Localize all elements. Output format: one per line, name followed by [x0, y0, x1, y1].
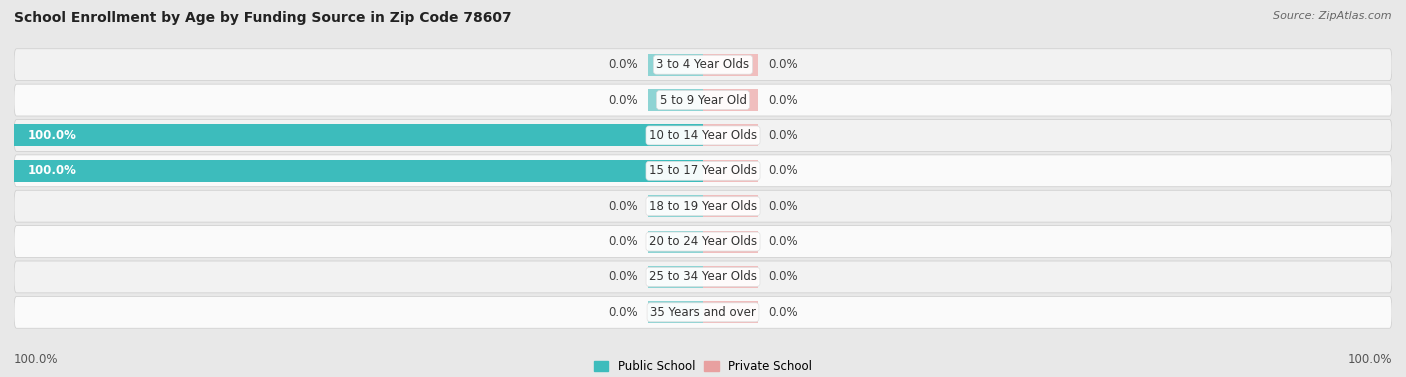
- Text: 20 to 24 Year Olds: 20 to 24 Year Olds: [650, 235, 756, 248]
- Bar: [703, 89, 758, 111]
- FancyBboxPatch shape: [14, 49, 1392, 81]
- Bar: [648, 195, 703, 217]
- Text: 0.0%: 0.0%: [769, 235, 799, 248]
- Bar: [14, 124, 703, 146]
- Text: 0.0%: 0.0%: [769, 129, 799, 142]
- Text: 0.0%: 0.0%: [769, 93, 799, 107]
- FancyBboxPatch shape: [14, 120, 1392, 151]
- Text: 0.0%: 0.0%: [607, 235, 637, 248]
- Text: 10 to 14 Year Olds: 10 to 14 Year Olds: [650, 129, 756, 142]
- Text: Source: ZipAtlas.com: Source: ZipAtlas.com: [1274, 11, 1392, 21]
- Text: 3 to 4 Year Olds: 3 to 4 Year Olds: [657, 58, 749, 71]
- Bar: [648, 54, 703, 76]
- FancyBboxPatch shape: [14, 84, 1392, 116]
- Bar: [703, 195, 758, 217]
- Text: 5 to 9 Year Old: 5 to 9 Year Old: [659, 93, 747, 107]
- Text: 0.0%: 0.0%: [607, 58, 637, 71]
- Text: 15 to 17 Year Olds: 15 to 17 Year Olds: [650, 164, 756, 177]
- Text: 25 to 34 Year Olds: 25 to 34 Year Olds: [650, 270, 756, 284]
- Bar: [14, 160, 703, 182]
- FancyBboxPatch shape: [14, 261, 1392, 293]
- Text: 0.0%: 0.0%: [607, 270, 637, 284]
- Text: 0.0%: 0.0%: [769, 306, 799, 319]
- Text: 100.0%: 100.0%: [1347, 353, 1392, 366]
- Text: 100.0%: 100.0%: [28, 129, 77, 142]
- Text: 0.0%: 0.0%: [769, 200, 799, 213]
- Text: 0.0%: 0.0%: [769, 58, 799, 71]
- FancyBboxPatch shape: [14, 155, 1392, 187]
- Bar: [648, 89, 703, 111]
- Bar: [648, 301, 703, 323]
- Bar: [648, 266, 703, 288]
- Text: School Enrollment by Age by Funding Source in Zip Code 78607: School Enrollment by Age by Funding Sour…: [14, 11, 512, 25]
- Bar: [703, 54, 758, 76]
- Legend: Public School, Private School: Public School, Private School: [589, 355, 817, 377]
- Text: 0.0%: 0.0%: [607, 93, 637, 107]
- FancyBboxPatch shape: [14, 190, 1392, 222]
- Text: 0.0%: 0.0%: [607, 306, 637, 319]
- Text: 18 to 19 Year Olds: 18 to 19 Year Olds: [650, 200, 756, 213]
- Text: 0.0%: 0.0%: [769, 270, 799, 284]
- Text: 35 Years and over: 35 Years and over: [650, 306, 756, 319]
- Text: 0.0%: 0.0%: [607, 200, 637, 213]
- Bar: [703, 160, 758, 182]
- Bar: [703, 231, 758, 253]
- Text: 0.0%: 0.0%: [769, 164, 799, 177]
- Text: 100.0%: 100.0%: [28, 164, 77, 177]
- Bar: [703, 124, 758, 146]
- Bar: [703, 266, 758, 288]
- FancyBboxPatch shape: [14, 226, 1392, 257]
- Bar: [648, 231, 703, 253]
- Text: 100.0%: 100.0%: [14, 353, 59, 366]
- FancyBboxPatch shape: [14, 296, 1392, 328]
- Bar: [703, 301, 758, 323]
